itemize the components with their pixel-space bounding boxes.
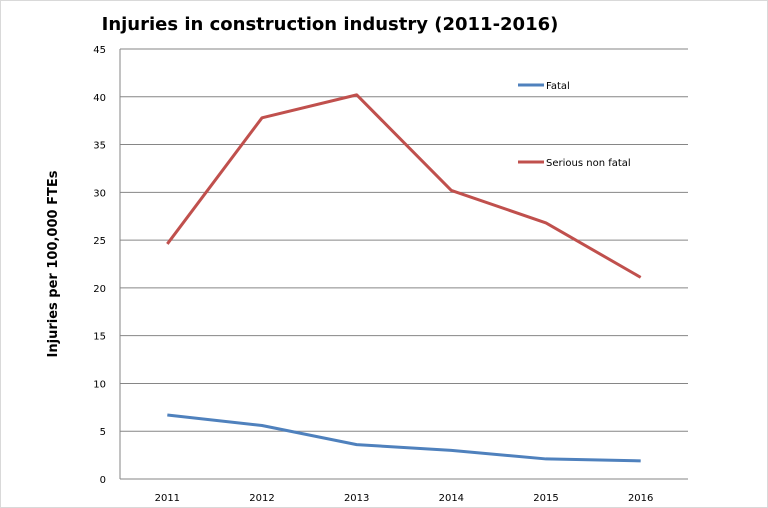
y-tick-label: 10 [93, 379, 106, 390]
legend-label: Serious non fatal [546, 158, 631, 169]
y-tick-label: 45 [93, 45, 106, 56]
y-tick-label: 0 [100, 475, 106, 486]
y-tick-label: 40 [93, 93, 106, 104]
y-tick-label: 35 [93, 141, 106, 152]
x-tick-label: 2011 [155, 493, 180, 504]
y-tick-label: 15 [93, 332, 106, 343]
legend-label: Fatal [546, 81, 570, 92]
x-tick-label: 2013 [344, 493, 369, 504]
series-line-fatal [167, 413, 641, 463]
x-tick-label: 2014 [439, 493, 464, 504]
y-axis-label: Injuries per 100,000 FTEs [46, 170, 61, 357]
y-tick-label: 30 [93, 188, 106, 199]
y-tick-label: 5 [100, 427, 106, 438]
x-tick-label: 2012 [249, 493, 274, 504]
series-line-serious-non-fatal [166, 93, 642, 279]
x-tick-label: 2015 [533, 493, 558, 504]
chart-title: Injuries in construction industry (2011-… [102, 14, 559, 35]
y-tick-label: 25 [93, 236, 106, 247]
x-tick-label: 2016 [628, 493, 653, 504]
y-tick-label: 20 [93, 284, 106, 295]
